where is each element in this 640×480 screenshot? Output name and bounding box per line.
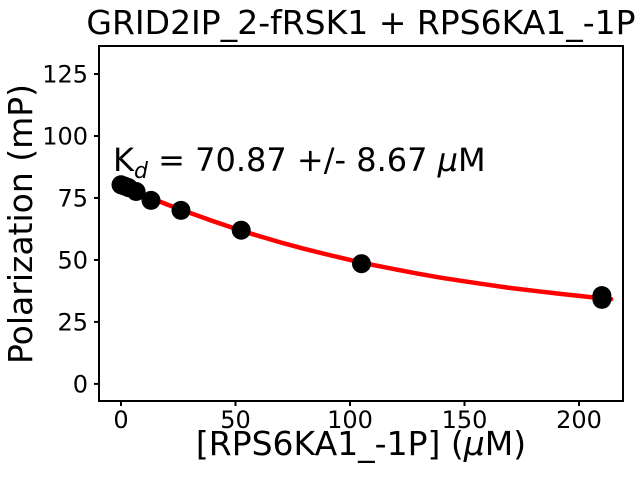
chart-title: GRID2IP_2-fRSK1 + RPS6KA1_-1P bbox=[86, 3, 635, 42]
y-axis-label: Polarization (mP) bbox=[1, 84, 40, 364]
data-point bbox=[141, 190, 161, 210]
data-point bbox=[126, 182, 146, 201]
data-point bbox=[231, 220, 251, 240]
data-point bbox=[171, 200, 191, 220]
fit-curve bbox=[118, 183, 614, 302]
x-axis-label: [RPS6KA1_-1P] (μM) bbox=[196, 424, 526, 463]
x-tick-label: 150 bbox=[442, 406, 488, 434]
y-tick-label: 100 bbox=[42, 122, 88, 150]
fit-curve-path bbox=[118, 183, 614, 302]
x-tick-label: 50 bbox=[220, 406, 251, 434]
data-points bbox=[111, 175, 612, 309]
x-tick-label: 100 bbox=[327, 406, 373, 434]
y-tick-label: 75 bbox=[57, 184, 88, 212]
y-tick-label: 0 bbox=[73, 370, 88, 398]
y-tick-label: 25 bbox=[57, 308, 88, 336]
x-tick-label: 0 bbox=[113, 406, 128, 434]
y-tick-label: 50 bbox=[57, 246, 88, 274]
x-axis-ticks: 0 50 100 150 200 bbox=[113, 401, 602, 434]
kd-value: = 70.87 +/- 8.67 bbox=[148, 141, 438, 179]
x-axis-label-mu: μ bbox=[463, 424, 485, 463]
y-axis-ticks: 0 25 50 75 100 125 bbox=[42, 61, 99, 398]
kd-subscript: d bbox=[134, 159, 149, 184]
x-axis-label-pre: [RPS6KA1_-1P] ( bbox=[196, 424, 464, 463]
kd-unit: M bbox=[458, 141, 486, 179]
kd-mu: μ bbox=[437, 141, 458, 179]
kd-base: K bbox=[113, 141, 135, 179]
kd-annotation: Kd = 70.87 +/- 8.67 μM bbox=[113, 141, 486, 184]
x-axis-label-post: M) bbox=[485, 424, 526, 463]
data-point bbox=[592, 289, 612, 309]
y-tick-label: 125 bbox=[42, 61, 88, 89]
plot-frame bbox=[98, 45, 624, 402]
x-tick-label: 200 bbox=[556, 406, 602, 434]
data-point bbox=[352, 254, 371, 274]
